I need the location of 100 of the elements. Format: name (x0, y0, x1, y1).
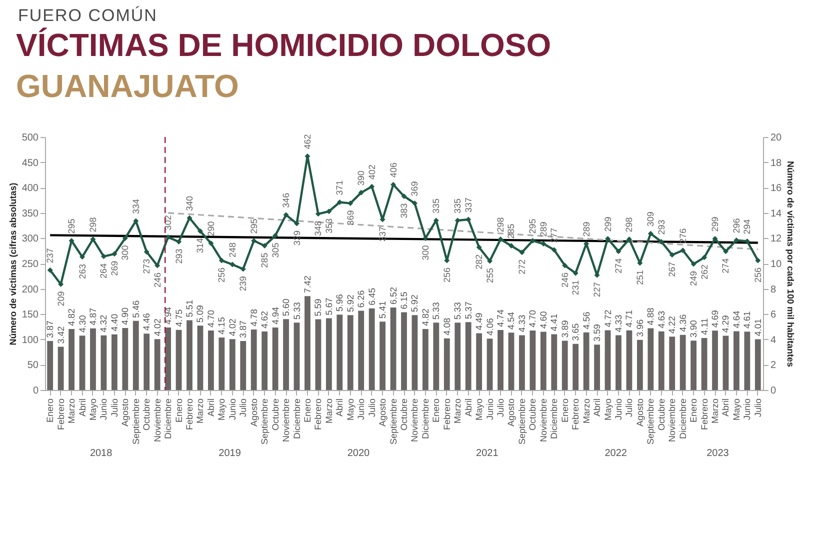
data-label: 5.92 (345, 294, 356, 312)
data-label: 3.87 (45, 320, 56, 338)
bar (486, 338, 493, 390)
y-tick-label: 0 (32, 386, 39, 396)
x-tick-label: Junio (356, 398, 366, 420)
bar (283, 319, 289, 390)
bar (680, 334, 686, 390)
data-label: 294 (742, 219, 752, 234)
bar (401, 312, 407, 390)
y2-tick-label: 6 (770, 310, 776, 321)
text: 2020 (346, 448, 371, 459)
y2-tick-label: 4 (770, 334, 776, 346)
data-label: 5.51 (184, 300, 195, 318)
data-label: 296 (731, 218, 742, 234)
bar (197, 326, 204, 390)
data-label: 295 (66, 218, 77, 234)
bar (572, 344, 579, 390)
bar (186, 320, 192, 390)
x-tick-label: Junio (742, 398, 752, 420)
x-tick-label: Mayo (88, 398, 98, 421)
x-tick-label: Marzo (581, 398, 592, 424)
bar (58, 346, 64, 390)
data-label: 5.09 (195, 305, 206, 323)
data-label: 4.30 (77, 315, 88, 333)
bar (636, 340, 643, 390)
data-label: 272 (516, 259, 527, 274)
data-label: 4.49 (474, 312, 484, 330)
bar (712, 330, 718, 390)
y2-tick-label: 0 (770, 386, 776, 396)
x-tick-label: Abril (463, 398, 474, 417)
bar (358, 310, 364, 390)
data-label: 4.33 (516, 314, 527, 332)
data-label: 4.33 (613, 314, 624, 332)
data-label: 231 (570, 280, 581, 296)
bar (508, 332, 514, 390)
x-tick-label: Septiembre (260, 398, 270, 445)
data-label: 4.36 (678, 314, 688, 332)
data-label: 249 (688, 271, 699, 286)
data-label: 5.46 (130, 300, 141, 318)
data-label: 4.70 (206, 310, 216, 328)
data-label: 295 (528, 218, 538, 234)
bar (368, 308, 375, 390)
data-label: 4.72 (602, 310, 613, 328)
x-tick-label: Noviembre (538, 398, 548, 442)
data-label: 5.67 (324, 298, 334, 316)
x-tick-label: Julio (366, 398, 377, 418)
data-label: 346 (281, 192, 292, 208)
text: 2022 (604, 448, 628, 459)
bar (250, 330, 257, 390)
x-tick-label: Mayo (216, 398, 227, 421)
x-tick-label: Noviembre (152, 398, 162, 442)
chart-subtitle: GUANAJUATO (16, 68, 239, 105)
bar (100, 335, 107, 390)
bar (551, 334, 558, 390)
y2-tick-label: 12 (770, 234, 782, 245)
bar (304, 296, 310, 390)
data-label: 277 (549, 228, 560, 243)
x-tick-label: Enero (174, 398, 184, 423)
x-tick-label: Abril (592, 398, 602, 417)
x-tick-label: Octubre (270, 398, 280, 431)
data-label: 334 (130, 198, 141, 214)
data-label: 5.33 (431, 302, 442, 320)
data-label: 335 (452, 198, 463, 214)
data-label: 5.92 (410, 294, 420, 312)
data-label: 4.54 (506, 312, 516, 330)
x-tick-label: Octubre (142, 398, 152, 431)
data-label: 246 (560, 272, 570, 288)
data-label: 369 (410, 181, 420, 196)
y2-tick-label: 16 (770, 183, 782, 194)
data-label: 6.52 (388, 286, 398, 305)
x-tick-label: Junio (613, 398, 624, 420)
bar (433, 322, 440, 390)
data-label: 335 (431, 198, 442, 214)
data-label: 273 (142, 258, 152, 274)
x-tick-label: Julio (496, 398, 506, 418)
data-label: 4.71 (624, 310, 634, 328)
text: 2023 (706, 448, 730, 459)
y-tick-label: 100 (22, 334, 39, 346)
x-tick-label: Abril (334, 398, 345, 417)
data-label: 4.06 (484, 318, 495, 336)
data-label: 3.65 (570, 323, 581, 341)
x-tick-label: Marzo (195, 398, 206, 424)
data-label: 3.87 (238, 320, 248, 338)
bar (734, 331, 740, 390)
x-tick-label: Julio (752, 398, 763, 418)
bar (669, 336, 676, 390)
data-label: 209 (56, 291, 66, 306)
bar (144, 334, 150, 390)
data-label: 305 (270, 242, 280, 258)
x-tick-label: Febrero (570, 398, 581, 430)
bar (122, 328, 128, 390)
data-label: 262 (699, 264, 710, 280)
x-tick-label: Junio (98, 398, 109, 420)
data-label: 348 (313, 220, 324, 236)
data-label: 267 (667, 262, 678, 277)
x-tick-label: Junio (484, 398, 495, 420)
y2-tick-label: 2 (770, 360, 776, 372)
bar (218, 338, 225, 390)
x-tick-label: Diciembre (549, 398, 560, 440)
y2-tick-label: 20 (770, 132, 782, 144)
